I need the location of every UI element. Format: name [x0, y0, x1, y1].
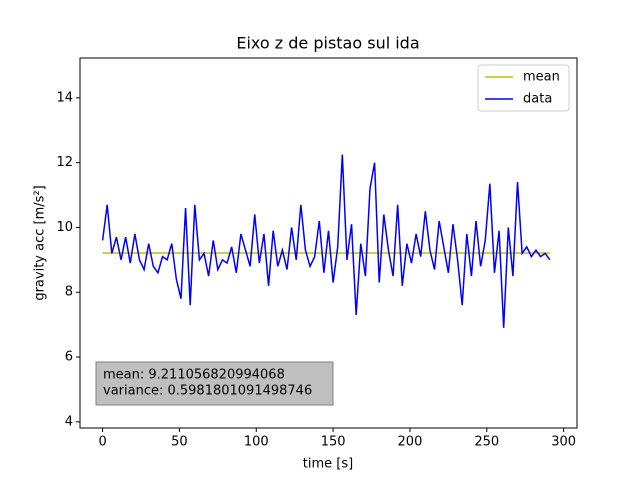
legend-label: mean — [523, 70, 560, 85]
x-tick-label: 200 — [398, 435, 423, 450]
y-tick-label: 14 — [56, 90, 73, 105]
y-tick-label: 8 — [65, 285, 73, 300]
x-tick-label: 250 — [474, 435, 499, 450]
x-tick-label: 300 — [551, 435, 576, 450]
annotation-text: mean: 9.211056820994068 — [103, 368, 285, 383]
y-tick-label: 10 — [56, 220, 73, 235]
y-tick-label: 12 — [56, 155, 73, 170]
x-tick-label: 150 — [321, 435, 346, 450]
x-tick-label: 50 — [171, 435, 188, 450]
annotation-box — [95, 361, 334, 406]
y-tick-label: 6 — [65, 350, 73, 365]
y-axis-label: gravity acc [m/s²] — [33, 185, 48, 300]
x-tick-label: 100 — [244, 435, 269, 450]
x-axis-label: time [s] — [303, 457, 353, 472]
y-tick-label: 4 — [65, 414, 73, 429]
x-tick-label: 0 — [98, 435, 106, 450]
plot-area — [101, 154, 551, 328]
axes-frame — [79, 57, 578, 429]
chart-title: Eixo z de pistao sul ida — [236, 34, 419, 53]
annotation-text: variance: 0.5981801091498746 — [103, 384, 312, 399]
legend-label: data — [523, 92, 552, 107]
series-line — [101, 154, 551, 328]
